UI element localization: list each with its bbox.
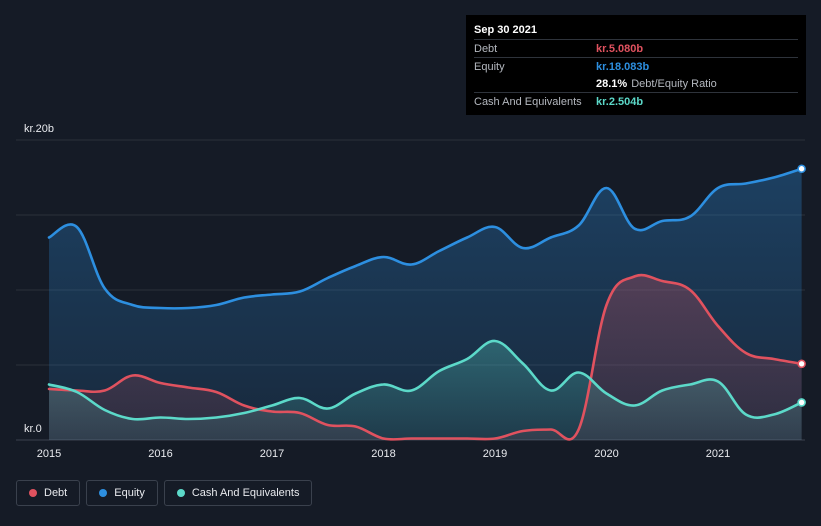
legend-label: Cash And Equivalents bbox=[191, 487, 300, 499]
chart-area: kr.20b kr.0 2015 2016 2017 2018 2019 2020 2021 bbox=[16, 123, 806, 460]
tooltip-row-ratio: 28.1% Debt/Equity Ratio bbox=[474, 75, 798, 92]
legend-label: Debt bbox=[44, 487, 68, 499]
debt-line bbox=[47, 273, 803, 441]
legend-dot-icon bbox=[99, 489, 108, 497]
legend-dot-icon bbox=[176, 489, 185, 497]
y-tick-label: kr.20b bbox=[24, 123, 54, 135]
tooltip-value: kr.18.083b bbox=[596, 60, 650, 73]
tooltip-label: Debt bbox=[474, 42, 498, 55]
cash-and-equivalents-line bbox=[47, 339, 803, 421]
equity-line bbox=[47, 167, 803, 310]
x-tick-label: 2017 bbox=[260, 448, 284, 460]
tooltip-row-debt: Debt kr.5.080b bbox=[474, 39, 798, 57]
tooltip-value: kr.5.080b bbox=[596, 42, 644, 55]
tooltip-row-cash: Cash And Equivalents kr.2.504b bbox=[474, 92, 798, 110]
legend-label: Equity bbox=[114, 487, 145, 499]
cash-and-equivalents-endpoint bbox=[797, 398, 806, 407]
tooltip-date: Sep 30 2021 bbox=[474, 24, 537, 36]
x-tick-label: 2016 bbox=[148, 448, 172, 460]
y-tick-label: kr.0 bbox=[24, 423, 42, 435]
tooltip-panel: Sep 30 2021 Debt kr.5.080b Equity kr.18.… bbox=[466, 15, 806, 115]
x-tick-label: 2019 bbox=[483, 448, 507, 460]
legend-dot-icon bbox=[29, 489, 37, 497]
tooltip-label: Cash And Equivalents bbox=[474, 95, 582, 108]
tooltip-suffix: Debt/Equity Ratio bbox=[631, 77, 717, 90]
x-tick-label: 2020 bbox=[594, 448, 618, 460]
legend-item-equity[interactable]: Equity bbox=[86, 480, 158, 506]
tooltip-label: Equity bbox=[474, 60, 505, 73]
x-tick-label: 2021 bbox=[706, 448, 730, 460]
x-tick-label: 2015 bbox=[37, 448, 61, 460]
tooltip-value: kr.2.504b bbox=[596, 95, 644, 108]
legend: Debt Equity Cash And Equivalents bbox=[16, 480, 313, 506]
equity-endpoint bbox=[797, 164, 806, 174]
legend-item-debt[interactable]: Debt bbox=[16, 480, 81, 506]
x-tick-label: 2018 bbox=[371, 448, 395, 460]
legend-item-cash[interactable]: Cash And Equivalents bbox=[163, 480, 313, 506]
tooltip-row-equity: Equity kr.18.083b bbox=[474, 57, 798, 75]
tooltip-value: 28.1% bbox=[596, 77, 628, 90]
debt-endpoint bbox=[797, 359, 806, 369]
